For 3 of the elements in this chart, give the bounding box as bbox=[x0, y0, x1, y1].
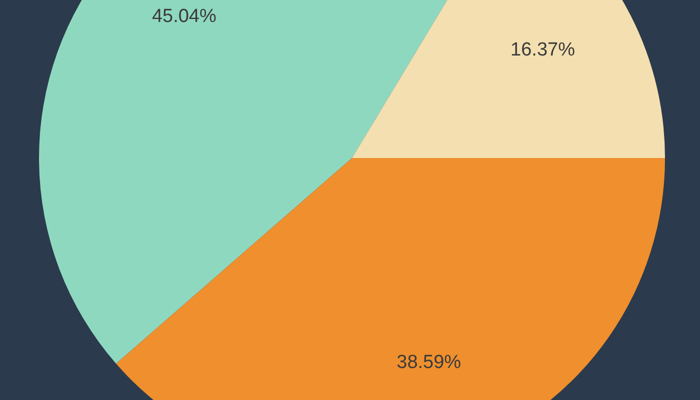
data-label: 45.04% bbox=[152, 6, 216, 28]
data-label: 16.37% bbox=[510, 39, 576, 60]
data-label: 38.59% bbox=[396, 352, 462, 374]
